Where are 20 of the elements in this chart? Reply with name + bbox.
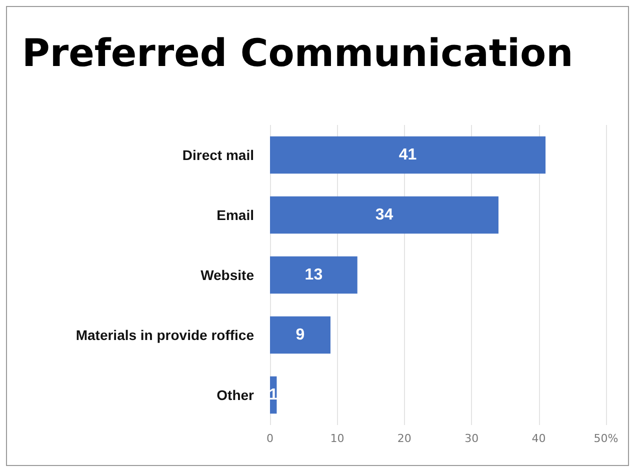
x-tick-label: 30 (464, 432, 479, 445)
data-label: 34 (375, 206, 394, 224)
data-label: 9 (296, 326, 305, 344)
x-tick-label: 10 (330, 432, 344, 445)
bar (270, 136, 546, 174)
y-tick-label: Other (216, 387, 255, 403)
y-tick-label: Website (200, 267, 254, 283)
data-label: 13 (304, 266, 323, 284)
x-tick-label: 40 (532, 432, 546, 445)
x-tick-label: 20 (397, 432, 412, 445)
y-tick-label: Email (216, 207, 254, 223)
bar (270, 316, 330, 354)
data-label: 41 (398, 146, 417, 164)
y-tick-label: Materials in provide roffice (76, 327, 254, 343)
x-tick-label: 50% (594, 432, 618, 445)
y-tick-label: Direct mail (182, 147, 254, 163)
x-tick-label: 0 (266, 432, 274, 445)
chart-title: Preferred Communication (22, 31, 574, 75)
bar (270, 256, 358, 294)
bar (270, 196, 498, 234)
